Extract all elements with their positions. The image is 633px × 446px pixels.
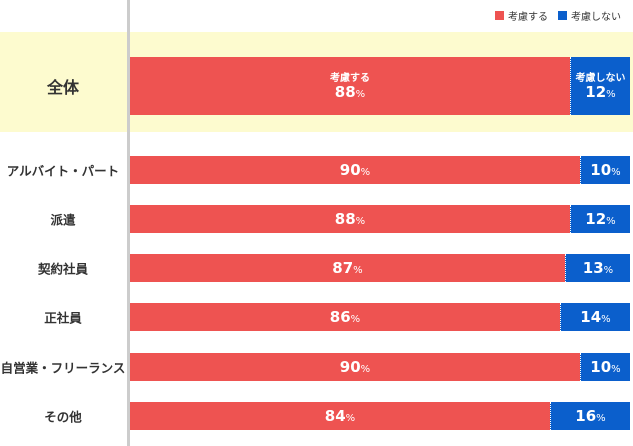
data-label-unit: % xyxy=(601,313,611,325)
data-label-value: 84 xyxy=(324,406,346,425)
data-label-value: 10 xyxy=(590,357,612,376)
data-label: 88% xyxy=(334,209,366,228)
data-label-value: 13 xyxy=(582,258,604,277)
bar-segment-consider: 88% xyxy=(130,205,570,233)
data-label: 88% xyxy=(334,82,366,101)
data-label-value: 10 xyxy=(590,160,612,179)
category-label: アルバイト・パート xyxy=(6,163,120,179)
bar-segment-consider: 84% xyxy=(130,402,550,430)
data-label-unit: % xyxy=(611,166,621,178)
data-label: 84% xyxy=(324,406,356,425)
data-label-value: 14 xyxy=(580,307,602,326)
bar-segment-consider: 90% xyxy=(130,156,580,184)
data-label-unit: % xyxy=(596,412,606,424)
data-label-unit: % xyxy=(606,215,616,227)
data-label-unit: % xyxy=(360,363,371,375)
data-label: 90% xyxy=(339,160,371,179)
data-label-value: 87 xyxy=(332,258,354,277)
data-label: 12% xyxy=(585,82,616,101)
data-label-unit: % xyxy=(355,88,366,100)
bar-segment-not-consider: 13% xyxy=(565,254,630,282)
category-label: 全体 xyxy=(46,78,79,97)
data-label: 87% xyxy=(332,258,363,277)
legend-item-not-consider: 考慮しない xyxy=(558,8,621,23)
bar-segment-consider: 87% xyxy=(130,254,565,282)
data-label: 13% xyxy=(582,258,614,277)
data-label-unit: % xyxy=(350,313,361,325)
data-label-value: 86 xyxy=(329,307,351,326)
legend-swatch-not-consider xyxy=(558,11,567,20)
legend-label-consider: 考慮する xyxy=(508,12,548,23)
legend-label-not-consider: 考慮しない xyxy=(571,12,621,23)
segment-name-not-consider: 考慮しない xyxy=(575,72,626,84)
data-label: 16% xyxy=(575,406,606,425)
data-label-value: 88 xyxy=(334,209,356,228)
vertical-axis-line xyxy=(127,0,130,446)
data-label-unit: % xyxy=(611,363,621,375)
data-label-value: 88 xyxy=(334,82,356,101)
category-label: 正社員 xyxy=(44,310,82,326)
category-label: 契約社員 xyxy=(37,261,88,277)
data-label-value: 12 xyxy=(585,209,607,228)
bar-segment-not-consider: 16% xyxy=(550,402,630,430)
bar-segment-not-consider: 12% xyxy=(570,205,630,233)
bar-segment-not-consider: 考慮しない 12% xyxy=(570,57,630,115)
data-label-unit: % xyxy=(606,88,616,100)
bar-segment-not-consider: 10% xyxy=(580,156,630,184)
data-label-unit: % xyxy=(360,166,371,178)
category-label: 派遣 xyxy=(50,212,76,228)
segment-name-consider: 考慮する xyxy=(330,72,370,84)
data-label-unit: % xyxy=(355,215,366,227)
data-label: 12% xyxy=(585,209,616,228)
legend: 考慮する 考慮しない xyxy=(495,8,621,23)
legend-swatch-consider xyxy=(495,11,504,20)
data-label-value: 16 xyxy=(575,406,597,425)
data-label: 10% xyxy=(590,160,621,179)
bar-segment-not-consider: 14% xyxy=(560,303,630,331)
data-label-unit: % xyxy=(353,264,363,276)
bar-segment-not-consider: 10% xyxy=(580,353,630,381)
category-label: 自営業・フリーランス xyxy=(0,360,126,376)
data-label-value: 90 xyxy=(339,160,361,179)
data-label: 86% xyxy=(329,307,361,326)
data-label-value: 90 xyxy=(339,357,361,376)
category-label: その他 xyxy=(44,409,82,425)
bar-segment-consider: 86% xyxy=(130,303,560,331)
data-label: 90% xyxy=(339,357,371,376)
data-label-value: 12 xyxy=(585,82,607,101)
bar-segment-consider: 考慮する 88% xyxy=(130,57,570,115)
data-label-unit: % xyxy=(345,412,356,424)
legend-item-consider: 考慮する xyxy=(495,8,548,23)
data-label: 14% xyxy=(580,307,611,326)
bar-segment-consider: 90% xyxy=(130,353,580,381)
data-label: 10% xyxy=(590,357,621,376)
data-label-unit: % xyxy=(603,264,614,276)
